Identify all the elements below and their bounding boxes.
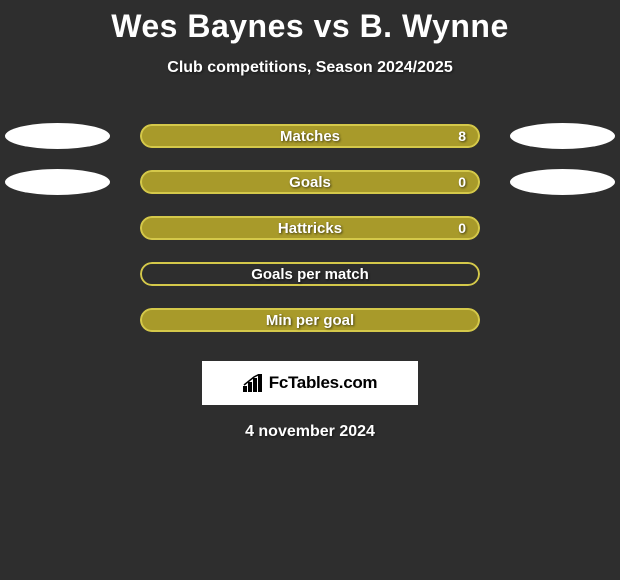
stat-row: Goals per match: [0, 251, 620, 297]
stat-bar: Matches 8: [140, 124, 480, 148]
stat-bar: Goals 0: [140, 170, 480, 194]
stat-value: 8: [458, 128, 466, 144]
left-ellipse: [5, 169, 110, 195]
stat-bar: Min per goal: [140, 308, 480, 332]
stat-row: Min per goal: [0, 297, 620, 343]
stat-bar: Goals per match: [140, 262, 480, 286]
logo-text: FcTables.com: [269, 373, 378, 393]
stat-label: Goals: [289, 174, 331, 191]
page-title: Wes Baynes vs B. Wynne: [0, 0, 620, 45]
stat-value: 0: [458, 220, 466, 236]
stat-value: 0: [458, 174, 466, 190]
stat-label: Hattricks: [278, 220, 342, 237]
comparison-rows: Matches 8 Goals 0 Hattricks 0 Goals per match M…: [0, 113, 620, 343]
left-ellipse: [5, 123, 110, 149]
stat-label: Goals per match: [251, 266, 369, 283]
subtitle: Club competitions, Season 2024/2025: [0, 59, 620, 77]
stat-label: Min per goal: [266, 312, 354, 329]
right-ellipse: [510, 123, 615, 149]
stat-row: Goals 0: [0, 159, 620, 205]
fctables-icon: [243, 374, 265, 392]
right-ellipse: [510, 169, 615, 195]
logo-box: FcTables.com: [202, 361, 418, 405]
stat-label: Matches: [280, 128, 340, 145]
stat-row: Hattricks 0: [0, 205, 620, 251]
stat-bar: Hattricks 0: [140, 216, 480, 240]
logo: FcTables.com: [243, 373, 378, 393]
date-text: 4 november 2024: [0, 423, 620, 441]
stat-row: Matches 8: [0, 113, 620, 159]
